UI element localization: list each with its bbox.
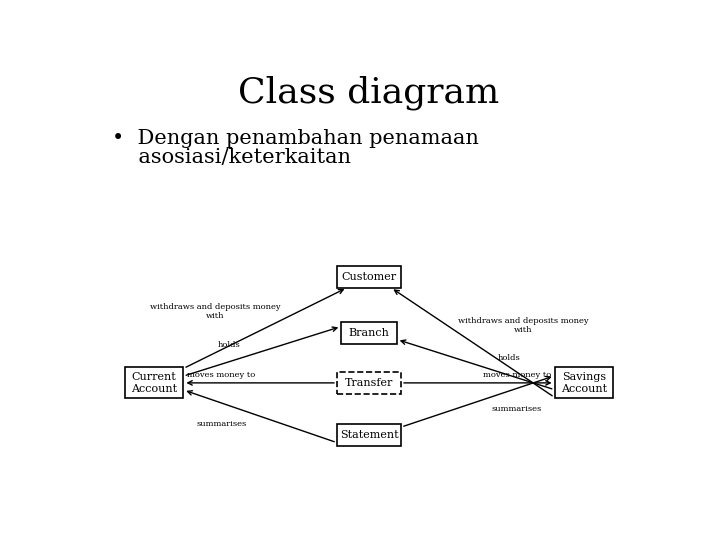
Text: Branch: Branch	[348, 328, 390, 338]
Text: Statement: Statement	[340, 430, 398, 440]
Bar	[337, 372, 401, 394]
Bar	[554, 367, 613, 399]
Text: asosiasi/keterkaitan: asosiasi/keterkaitan	[112, 148, 351, 167]
Text: summarises: summarises	[196, 420, 246, 428]
Bar	[337, 266, 401, 288]
Text: Customer: Customer	[341, 272, 397, 282]
Text: Savings
Account: Savings Account	[561, 372, 607, 394]
Text: •  Dengan penambahan penamaan: • Dengan penambahan penamaan	[112, 129, 480, 149]
Text: withdraws and deposits money
with: withdraws and deposits money with	[458, 318, 588, 334]
Text: holds: holds	[217, 341, 240, 349]
Text: moves money to: moves money to	[187, 372, 256, 380]
Bar	[125, 367, 184, 399]
Bar	[337, 424, 401, 446]
Text: moves money to: moves money to	[482, 372, 551, 380]
Bar	[341, 322, 397, 344]
Text: Transfer: Transfer	[345, 378, 393, 388]
Text: holds: holds	[498, 354, 521, 362]
Text: withdraws and deposits money
with: withdraws and deposits money with	[150, 303, 280, 320]
Text: Class diagram: Class diagram	[238, 75, 500, 110]
Text: summarises: summarises	[492, 405, 542, 413]
Text: Current
Account: Current Account	[131, 372, 177, 394]
